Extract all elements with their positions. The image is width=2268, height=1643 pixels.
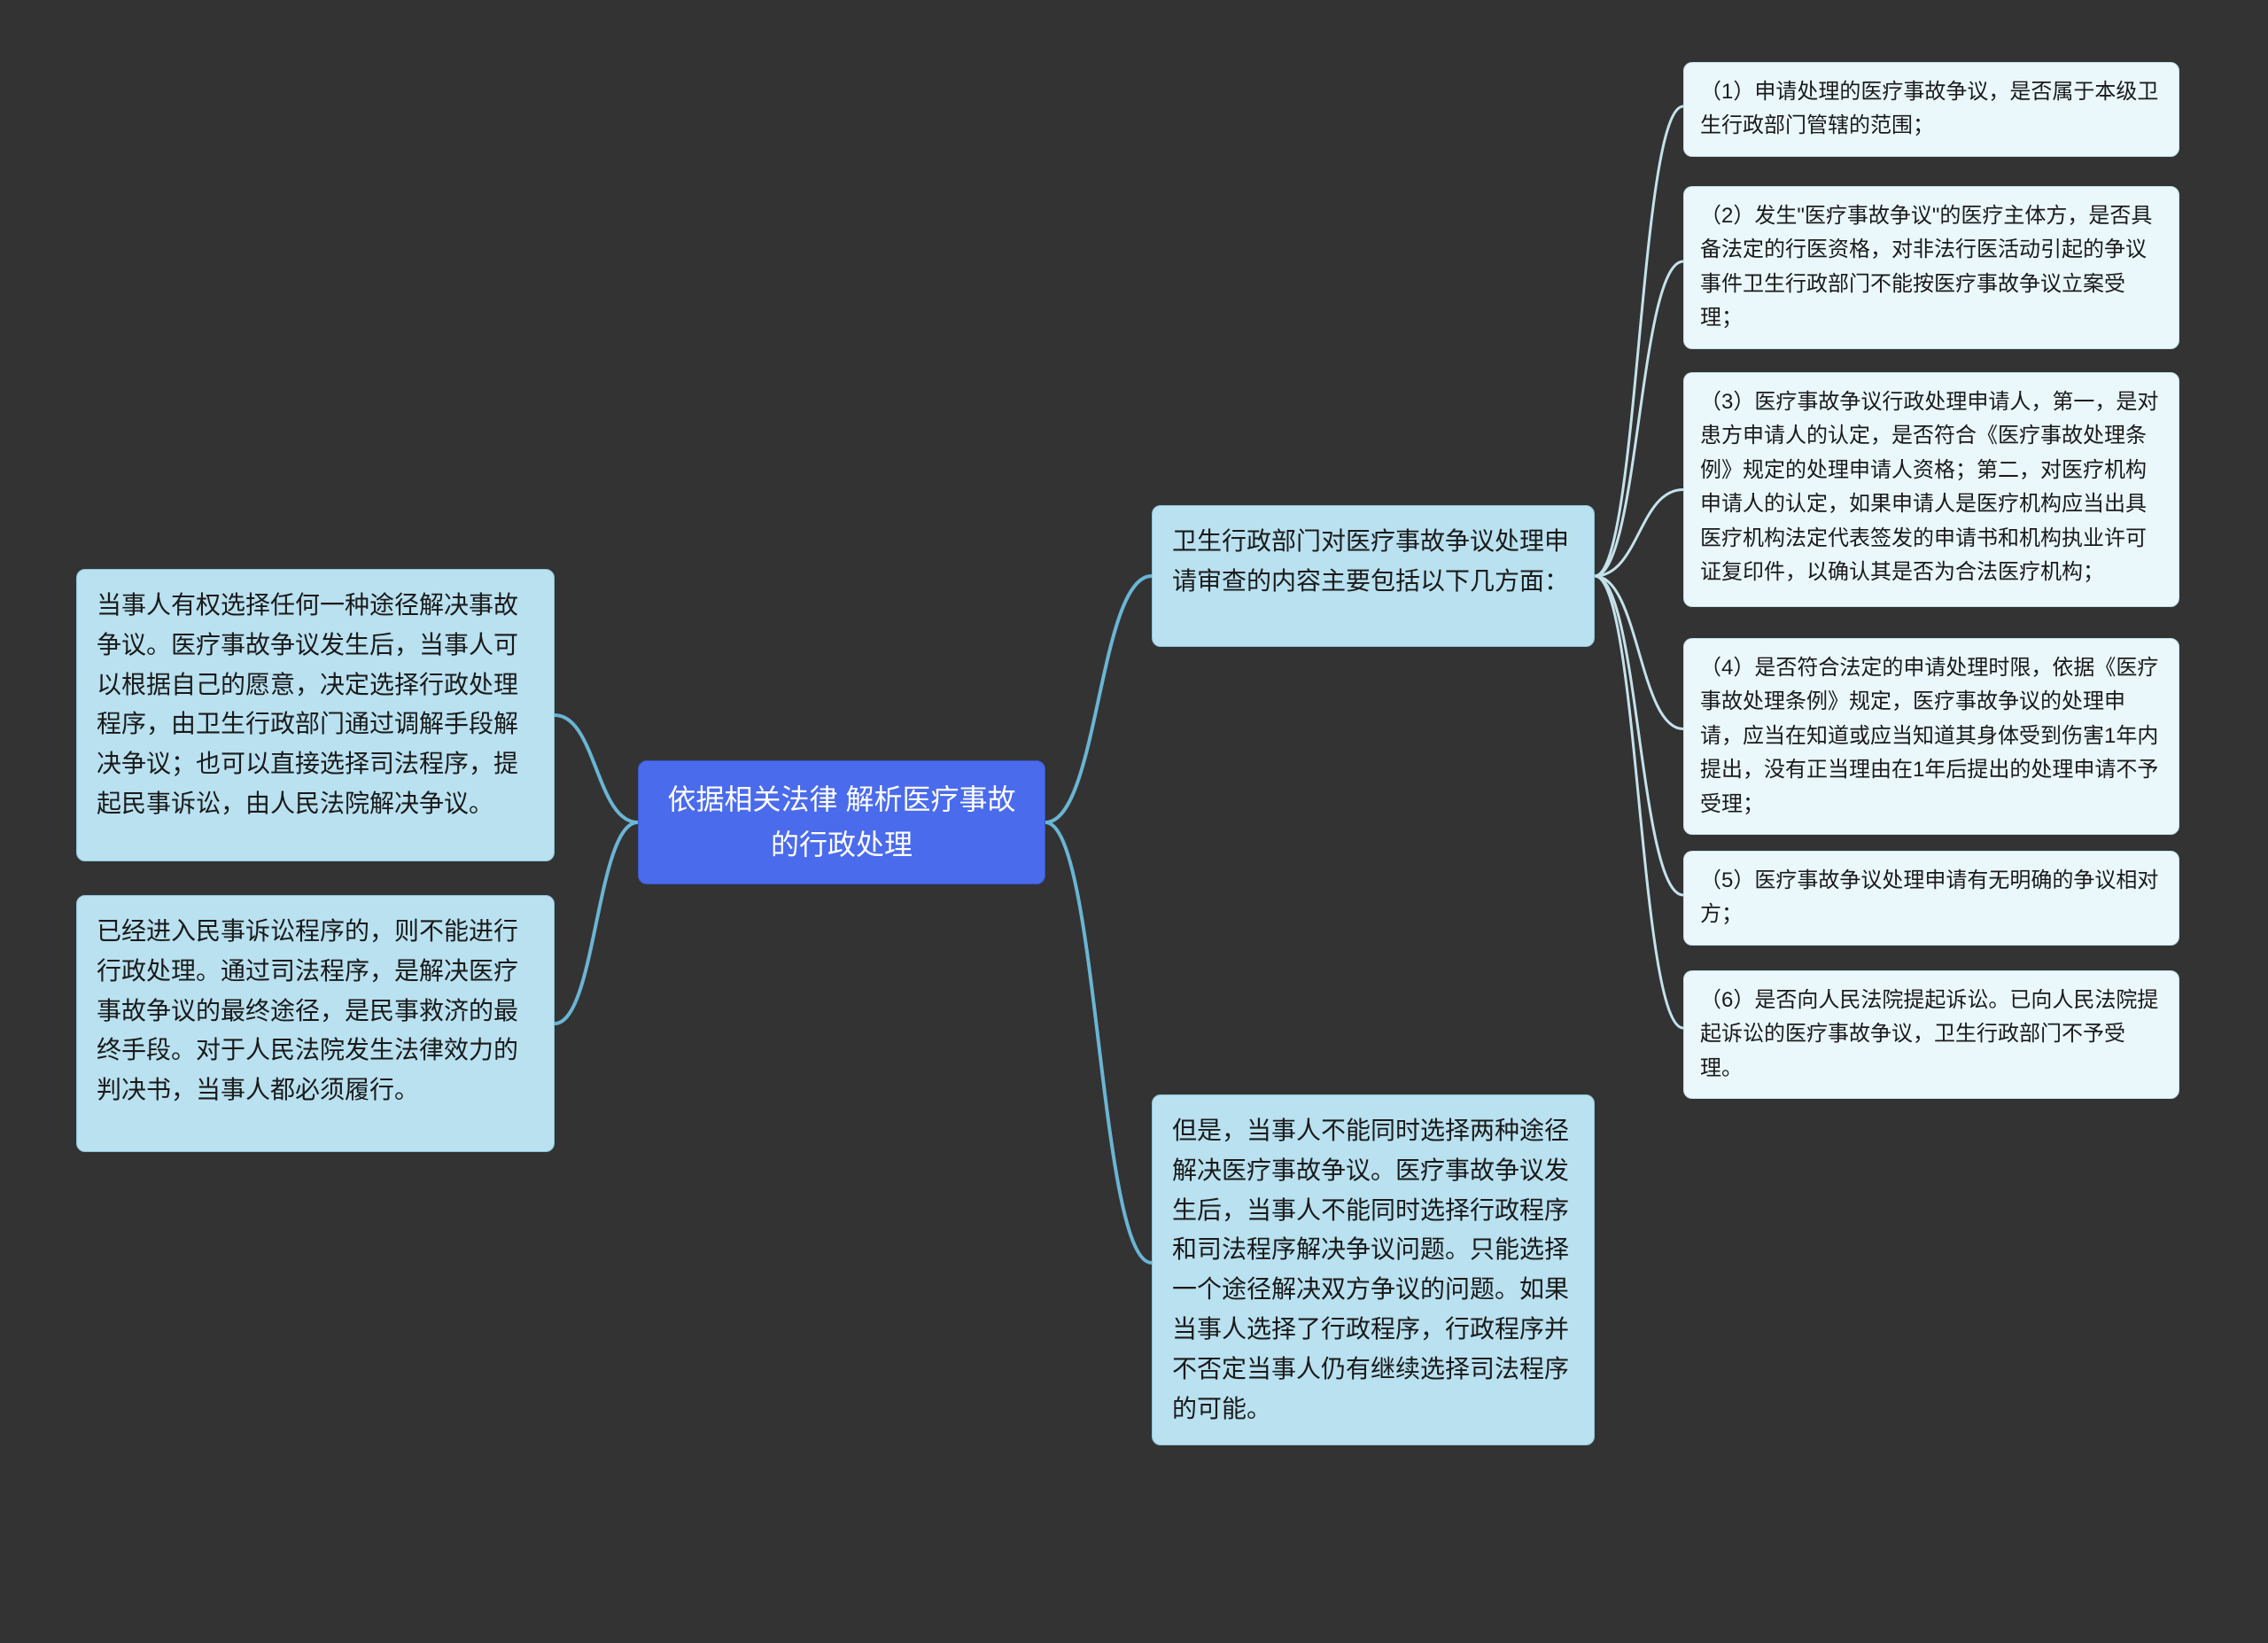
leaf-2: （2）发生"医疗事故争议"的医疗主体方，是否具备法定的行医资格，对非法行医活动引… <box>1683 186 2179 349</box>
leaf-4: （4）是否符合法定的申请处理时限，依据《医疗事故处理条例》规定，医疗事故争议的处… <box>1683 638 2179 835</box>
right-branch-1-text: 卫生行政部门对医疗事故争议处理申请审查的内容主要包括以下几方面： <box>1172 527 1569 595</box>
right-branch-2: 但是，当事人不能同时选择两种途径解决医疗事故争议。医疗事故争议发生后，当事人不能… <box>1152 1094 1595 1445</box>
leaf-6-text: （6）是否向人民法院提起诉讼。已向人民法院提起诉讼的医疗事故争议，卫生行政部门不… <box>1700 988 2158 1080</box>
left-branch-2: 已经进入民事诉讼程序的，则不能进行行政处理。通过司法程序，是解决医疗事故争议的最… <box>76 895 555 1152</box>
leaf-6: （6）是否向人民法院提起诉讼。已向人民法院提起诉讼的医疗事故争议，卫生行政部门不… <box>1683 970 2179 1099</box>
right-branch-2-text: 但是，当事人不能同时选择两种途径解决医疗事故争议。医疗事故争议发生后，当事人不能… <box>1172 1117 1569 1422</box>
leaf-5: （5）医疗事故争议处理申请有无明确的争议相对方； <box>1683 851 2179 946</box>
leaf-1: （1）申请处理的医疗事故争议，是否属于本级卫生行政部门管辖的范围； <box>1683 62 2179 157</box>
leaf-1-text: （1）申请处理的医疗事故争议，是否属于本级卫生行政部门管辖的范围； <box>1700 80 2158 137</box>
leaf-2-text: （2）发生"医疗事故争议"的医疗主体方，是否具备法定的行医资格，对非法行医活动引… <box>1700 204 2152 330</box>
mindmap-canvas: 依据相关法律 解析医疗事故的行政处理 当事人有权选择任何一种途径解决事故争议。医… <box>0 0 2268 1643</box>
leaf-3: （3）医疗事故争议行政处理申请人，第一，是对患方申请人的认定，是否符合《医疗事故… <box>1683 372 2179 607</box>
right-branch-1: 卫生行政部门对医疗事故争议处理申请审查的内容主要包括以下几方面： <box>1152 505 1595 647</box>
leaf-4-text: （4）是否符合法定的申请处理时限，依据《医疗事故处理条例》规定，医疗事故争议的处… <box>1700 656 2158 816</box>
left-branch-1-text: 当事人有权选择任何一种途径解决事故争议。医疗事故争议发生后，当事人可以根据自己的… <box>97 591 518 817</box>
root-node: 依据相关法律 解析医疗事故的行政处理 <box>638 760 1045 884</box>
left-branch-2-text: 已经进入民事诉讼程序的，则不能进行行政处理。通过司法程序，是解决医疗事故争议的最… <box>97 917 518 1103</box>
root-text: 依据相关法律 解析医疗事故的行政处理 <box>658 777 1025 868</box>
left-branch-1: 当事人有权选择任何一种途径解决事故争议。医疗事故争议发生后，当事人可以根据自己的… <box>76 569 555 861</box>
leaf-5-text: （5）医疗事故争议处理申请有无明确的争议相对方； <box>1700 868 2158 926</box>
leaf-3-text: （3）医疗事故争议行政处理申请人，第一，是对患方申请人的认定，是否符合《医疗事故… <box>1700 390 2158 584</box>
